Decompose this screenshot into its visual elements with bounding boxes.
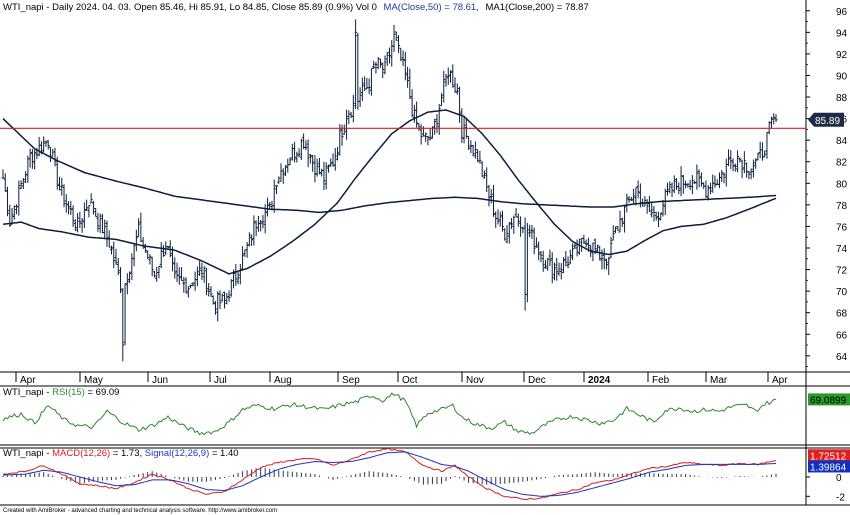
month-label: Oct — [402, 375, 418, 386]
macd-line — [2, 447, 777, 501]
price-title: WTI_napi - Daily 2024. 04. 03. Open 85.4… — [3, 2, 589, 13]
price-y-label: 96 — [836, 7, 848, 18]
price-y-label: 90 — [836, 71, 848, 82]
price-y-label: 94 — [836, 28, 848, 39]
last-price-badge — [808, 112, 844, 127]
price-y-label: 78 — [836, 201, 848, 212]
price-y-label: 74 — [836, 244, 848, 255]
macd-badge — [808, 449, 850, 462]
month-label: May — [84, 375, 103, 386]
month-label: Dec — [528, 375, 546, 386]
price-y-label: 88 — [836, 93, 848, 104]
price-y-label: 68 — [836, 309, 848, 320]
macd-badge-value: 1.72512 — [810, 451, 847, 462]
signal-badge — [808, 460, 850, 473]
rsi-badge — [808, 393, 850, 406]
ma200-line — [2, 118, 777, 214]
month-label: Apr — [20, 375, 36, 386]
month-label: Feb — [652, 375, 670, 386]
month-label: Sep — [342, 375, 360, 386]
axis-labels: Apr May Jun Jul Aug Sep Oct Nov Dec 2024 Feb Mar Apr… — [15, 7, 850, 503]
signal-badge-value: 1.39864 — [810, 462, 847, 473]
macd-y-label: -2 — [836, 492, 845, 503]
price-y-label: 76 — [836, 222, 848, 233]
price-y-label: 82 — [836, 158, 848, 169]
price-y-label: 72 — [836, 266, 848, 277]
month-label: Jun — [152, 375, 168, 386]
month-label: Apr — [772, 375, 788, 386]
macd-title: WTI_napi - MACD(12,26) = 1.73, Signal(12… — [3, 448, 239, 459]
price-y-label: 64 — [836, 352, 848, 363]
price-y-label: 80 — [836, 179, 848, 190]
ma50-line — [2, 109, 777, 275]
month-label: 2024 — [588, 375, 611, 386]
price-y-label: 84 — [836, 136, 848, 147]
price-pane — [0, 19, 806, 362]
footer-credit: Created with AmiBroker - advanced charti… — [3, 508, 277, 514]
signal-line — [2, 451, 777, 497]
month-label: Mar — [710, 375, 728, 386]
rsi-line — [2, 392, 776, 436]
macd-pane — [2, 447, 777, 501]
price-y-label: 70 — [836, 287, 848, 298]
price-y-label: 92 — [836, 50, 848, 61]
rsi-badge-value: 69.0899 — [810, 395, 847, 406]
month-label: Nov — [466, 375, 484, 386]
macd-y-label: 0 — [836, 473, 842, 484]
rsi-pane — [2, 392, 776, 436]
rsi-title: WTI_napi - RSI(15) = 69.09 — [3, 387, 119, 398]
month-label: Aug — [274, 375, 292, 386]
month-label: Jul — [214, 375, 227, 386]
price-y-label: 66 — [836, 330, 848, 341]
last-price-value: 85.89 — [815, 116, 840, 127]
